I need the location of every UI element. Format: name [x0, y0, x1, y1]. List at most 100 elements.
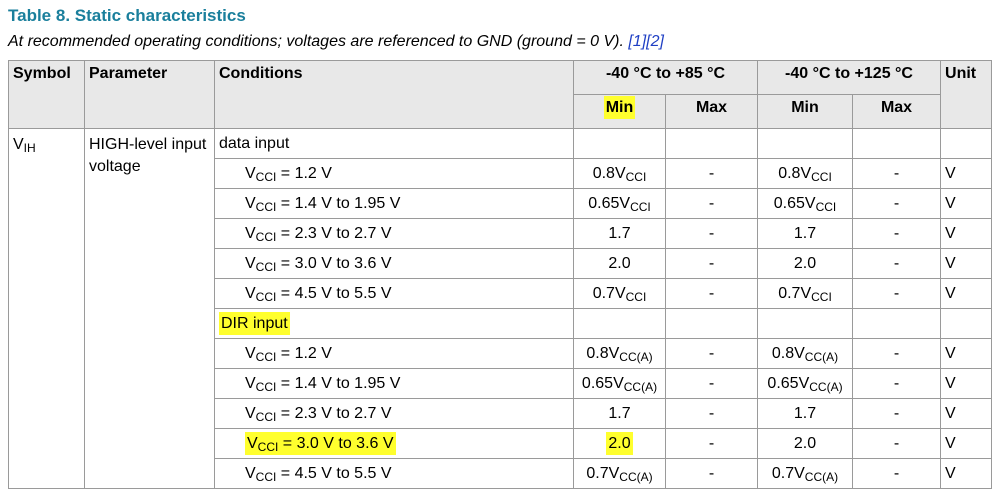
value-cell: 0.7VCCI	[757, 278, 853, 309]
cell-text: -	[708, 374, 715, 392]
subscript: CCI	[255, 199, 277, 214]
table-row: VCCI = 1.4 V to 1.95 V 0.65VCCI - 0.65VCCI -…	[9, 188, 993, 219]
cell-text: 0.7V	[778, 284, 812, 302]
value-cell: 0.65VCCI	[573, 188, 666, 219]
subscript: CCI	[630, 199, 651, 214]
condition-cell: VCCI = 3.0 V to 3.6 V	[214, 428, 574, 459]
cell-text: 0.8V	[592, 164, 626, 182]
cell-content: 0.8VCCI	[778, 164, 832, 184]
condition-cell: VCCI = 4.5 V to 5.5 V	[214, 458, 574, 489]
unit-cell: V	[940, 368, 993, 399]
cell-text: data input	[219, 134, 290, 152]
condition-cell: VCCI = 1.2 V	[214, 158, 574, 189]
cell-text: V	[245, 284, 256, 302]
condition-cell: VCCI = 3.0 V to 3.6 V	[214, 248, 574, 279]
cell-text: -	[708, 194, 715, 212]
value-cell: 2.0	[573, 428, 666, 459]
subscript: CC(A)	[809, 379, 843, 394]
subscript: CCI	[811, 289, 832, 304]
group-cell: data input	[214, 128, 574, 159]
cell-content: 2.0	[606, 431, 633, 455]
cell-text: -	[893, 464, 900, 482]
subscript: CCI	[255, 229, 277, 244]
subscript: CC(A)	[804, 349, 839, 364]
subscript: CCI	[255, 169, 277, 184]
value-cell: -	[851, 458, 942, 489]
subscript: CC(A)	[623, 379, 658, 394]
empty-cell	[851, 308, 942, 339]
empty-cell	[757, 128, 853, 159]
cell-text: -	[708, 224, 715, 242]
cell-text: -	[893, 194, 900, 212]
subscript: CC(A)	[619, 349, 653, 364]
column-header: Unit	[940, 60, 993, 129]
condition-cell: VCCI = 1.2 V	[214, 338, 574, 369]
unit-cell: V	[940, 248, 993, 279]
cell-text: = 4.5 V to 5.5 V	[276, 284, 392, 302]
table-row: VCCI = 4.5 V to 5.5 V 0.7VCCI -0.7VCCI - V	[9, 278, 993, 309]
table-row: VCCI = 3.0 V to 3.6 V 2.0-2.0- V	[9, 428, 993, 459]
cell-text: 0.8V	[778, 164, 812, 182]
value-cell: 0.8VCC(A)	[573, 338, 666, 369]
value-cell: 0.8VCCI	[573, 158, 666, 189]
empty-cell	[573, 308, 666, 339]
cell-content: 0.8VCCI	[592, 164, 647, 183]
cell-content: VCCI = 2.3 V to 2.7 V	[245, 225, 392, 244]
value-cell: -	[665, 188, 758, 219]
reference-link[interactable]: [2]	[646, 33, 664, 50]
value-cell: 0.65VCCI	[757, 188, 853, 219]
value-cell: -	[665, 458, 758, 489]
value-cell: 0.65VCC(A)	[573, 368, 666, 399]
cell-content: VCCI = 2.3 V to 2.7 V	[245, 405, 392, 423]
value-cell: 0.7VCC(A)	[757, 458, 853, 489]
table-row: DIR input	[9, 308, 993, 339]
cell-text: Min	[605, 99, 634, 116]
cell-content: VCCI = 3.0 V to 3.6 V	[245, 431, 396, 455]
value-cell: -	[665, 398, 758, 429]
cell-text: 0.65V	[581, 374, 624, 392]
cell-text: Min	[791, 99, 819, 116]
cell-text: -	[708, 404, 715, 422]
empty-cell	[851, 128, 942, 159]
cell-content: 0.65VCCI	[588, 195, 651, 214]
cell-text: 0.7V	[592, 284, 626, 302]
subscript: CCI	[255, 259, 277, 274]
cell-content: Min	[603, 96, 636, 119]
column-header: Symbol	[8, 60, 85, 129]
value-cell: 0.65VCC(A)	[757, 368, 853, 399]
column-header: Conditions	[214, 60, 574, 129]
table-row: VCCI = 4.5 V to 5.5 V 0.7VCC(A) -0.7VCC(A)…	[9, 458, 993, 489]
value-cell: -	[851, 278, 942, 309]
cell-content: VCCI = 4.5 V to 5.5 V	[245, 465, 392, 484]
cell-content: VCCI = 3.0 V to 3.6 V	[245, 254, 392, 274]
cell-text: 1.7	[608, 404, 631, 422]
value-cell: 2.0	[757, 248, 853, 279]
cell-content: 0.7VCC(A)	[586, 465, 652, 483]
unit-cell: V	[940, 158, 993, 189]
group-cell: DIR input	[214, 308, 574, 339]
cell-text: V	[245, 254, 256, 272]
empty-cell	[665, 128, 758, 159]
value-cell: -	[851, 218, 942, 249]
cell-content: 0.7VCC(A)	[772, 465, 838, 483]
value-cell: -	[665, 278, 758, 309]
cell-text: 2.0	[793, 254, 817, 272]
value-cell: 0.8VCC(A)	[757, 338, 853, 369]
condition-cell: VCCI = 1.4 V to 1.95 V	[214, 368, 574, 399]
table-row: VIH HIGH-level input voltage data input	[8, 128, 993, 489]
cell-text: V	[13, 136, 24, 153]
subscript: IH	[23, 141, 36, 155]
cell-text: -	[708, 254, 715, 272]
cell-text: -	[893, 164, 900, 182]
cell-content: VCCI = 1.4 V to 1.95 V	[245, 195, 400, 214]
subscript: CCI	[811, 169, 832, 184]
cell-text: 1.7	[608, 224, 631, 242]
subscript: CCI	[255, 469, 277, 484]
unit-cell: V	[940, 458, 993, 489]
reference-link[interactable]: [1]	[628, 33, 647, 50]
cell-text: V	[245, 374, 256, 392]
subscript: CCI	[255, 379, 277, 394]
column-header: Parameter	[84, 60, 215, 129]
cell-content: 0.7VCCI	[778, 284, 832, 304]
value-cell: -	[851, 188, 942, 219]
